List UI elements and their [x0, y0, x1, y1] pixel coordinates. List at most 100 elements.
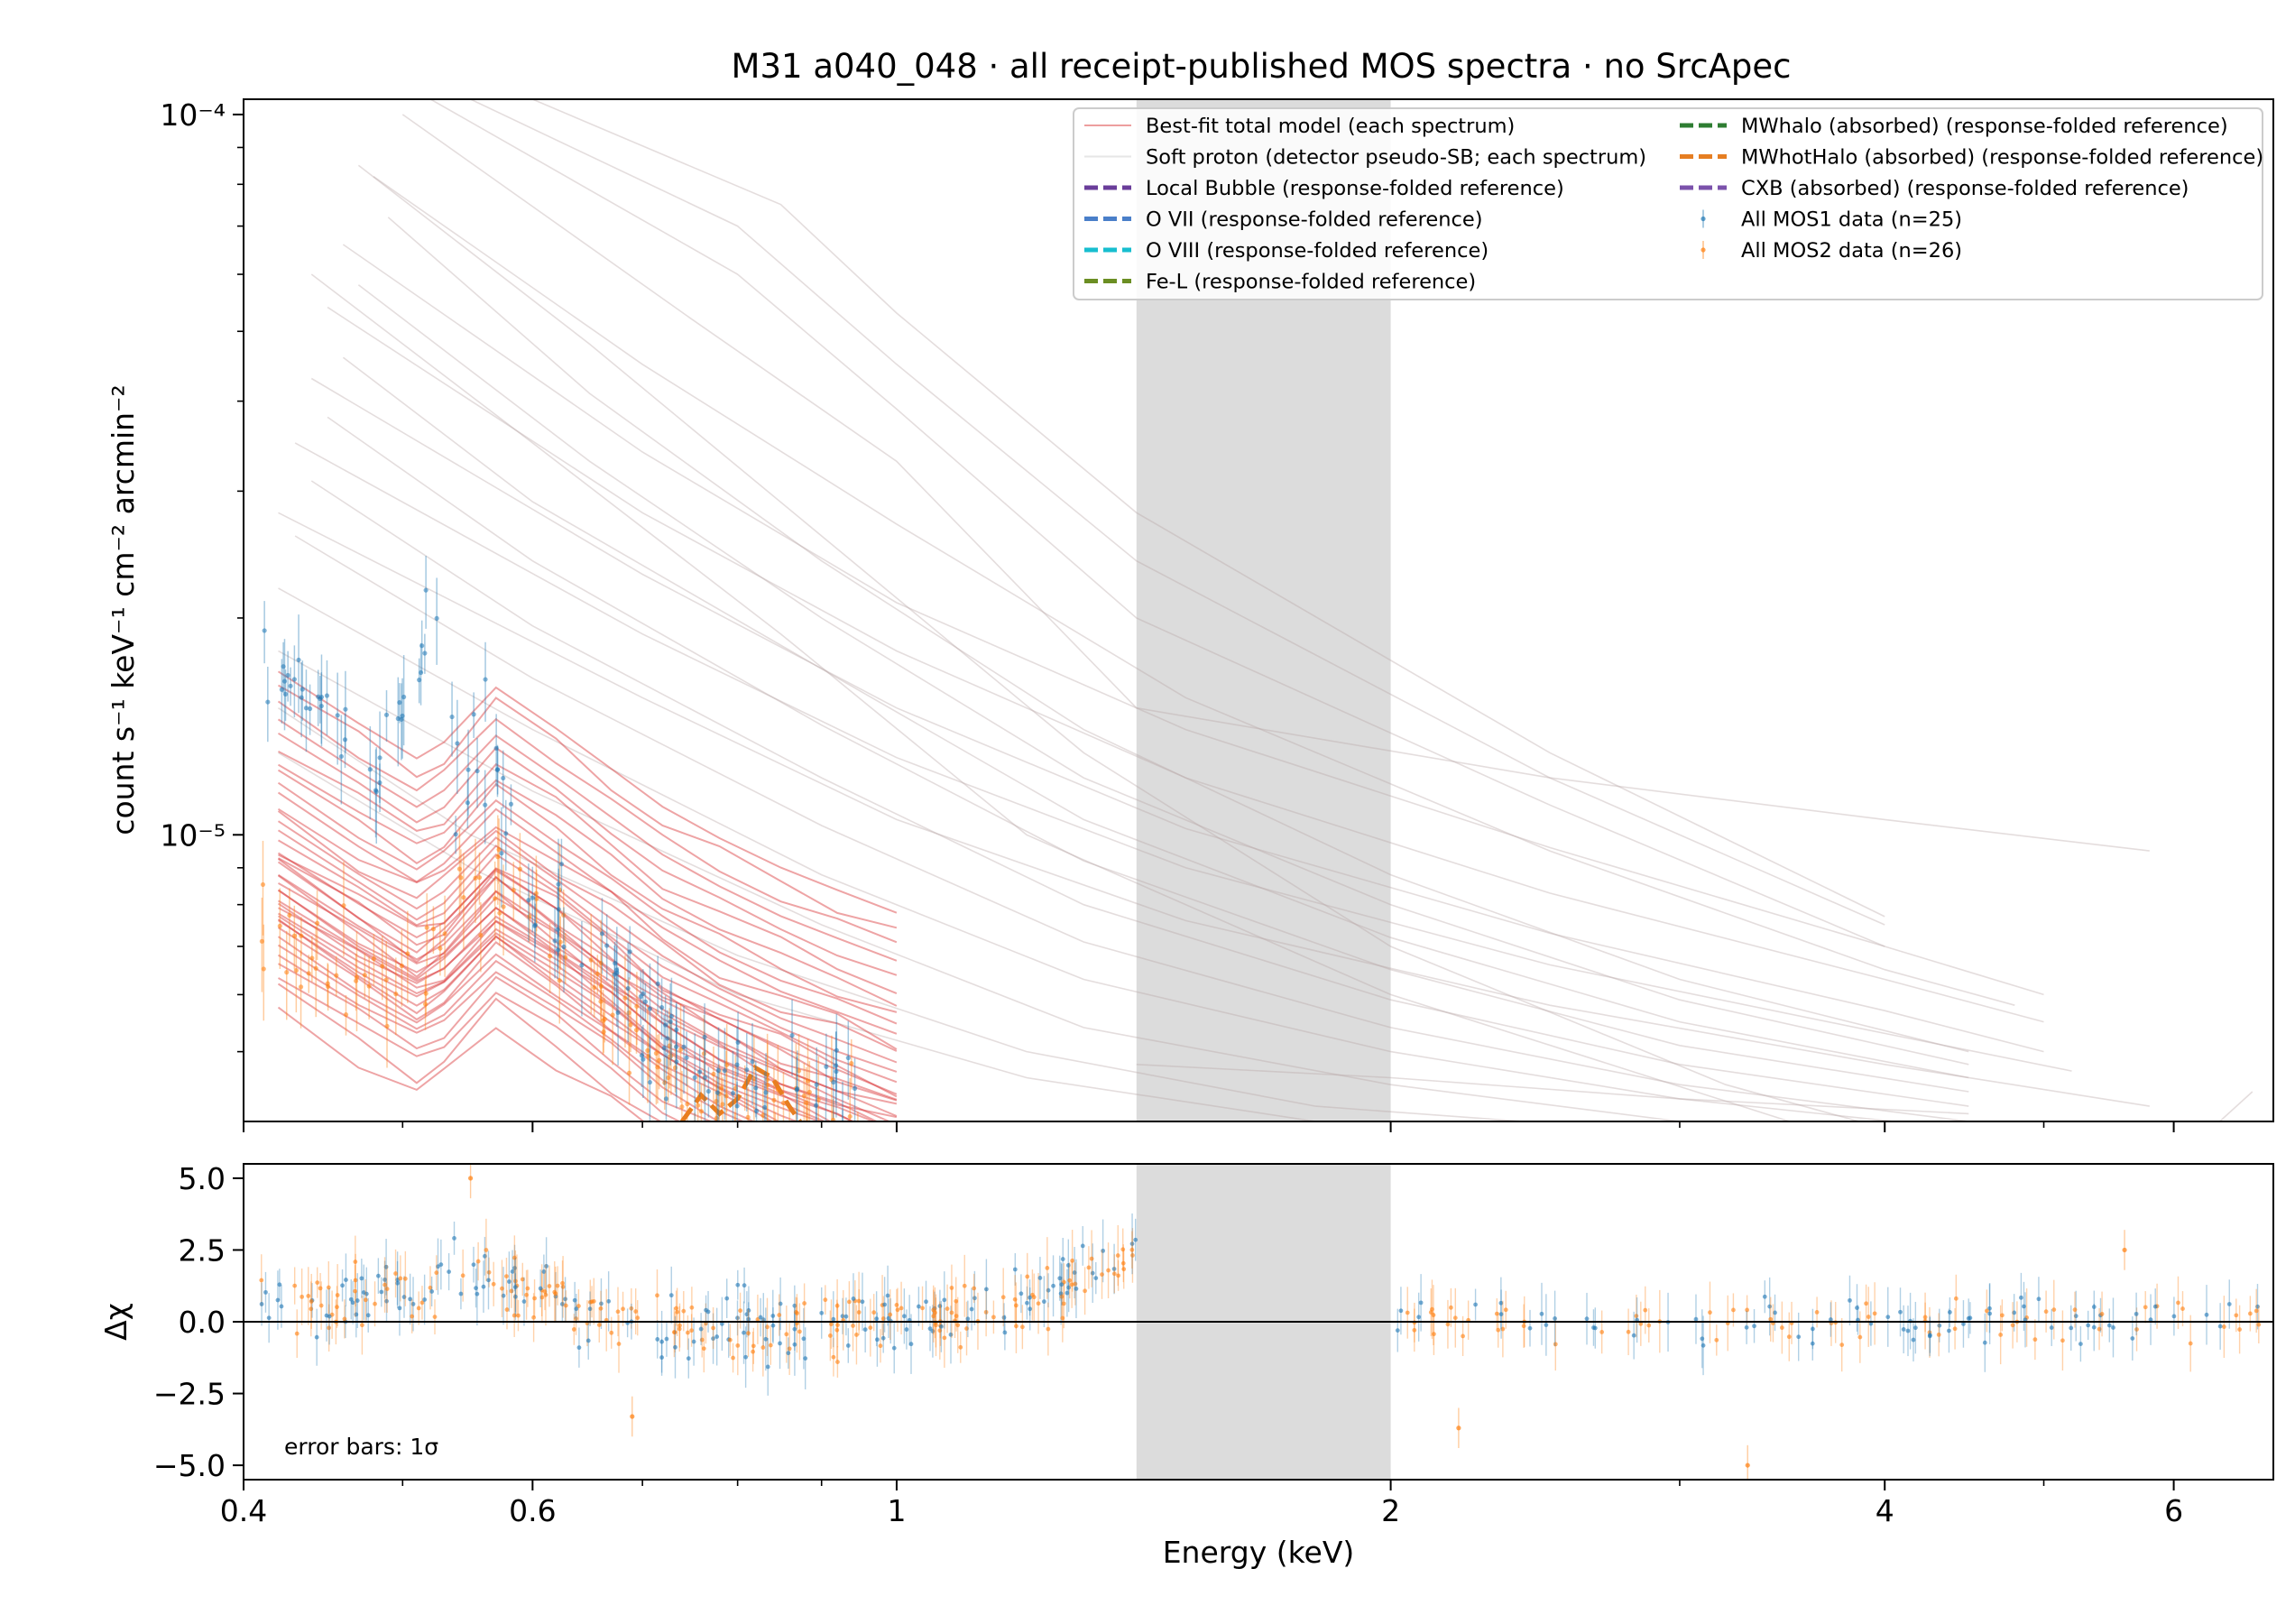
mos1-point — [556, 881, 561, 887]
mos1-point — [296, 657, 301, 663]
mos1-residual-point — [1002, 1330, 1008, 1335]
mos2-point — [634, 1003, 640, 1009]
mos1-point — [641, 991, 646, 997]
mos2-point — [438, 946, 443, 951]
mos1-point — [642, 999, 649, 1004]
outlier-point — [1456, 1426, 1461, 1431]
legend-label: Fe-L (response-folded reference) — [1146, 271, 1476, 294]
mos2-point — [698, 1109, 705, 1114]
legend-label: O VII (response-folded reference) — [1146, 208, 1482, 232]
mos1-point — [300, 687, 305, 692]
mos1-residual-point — [972, 1296, 977, 1301]
mos1-residual-point — [2134, 1311, 2139, 1316]
legend-entry-o7: O VII (response-folded reference) — [1084, 208, 1482, 232]
mos2-residual-point — [432, 1315, 438, 1320]
mos2-point — [801, 1093, 806, 1099]
mos1-residual-point — [1544, 1323, 1549, 1327]
mos1-residual-point — [458, 1291, 464, 1296]
mos2-point — [696, 1103, 701, 1108]
mos1-residual-point — [2086, 1323, 2091, 1328]
mos1-point — [530, 895, 535, 900]
mos1-residual-point — [719, 1321, 724, 1326]
mos2-residual-point — [675, 1309, 680, 1315]
mos2-residual-point — [689, 1328, 695, 1333]
mos2-residual-point — [402, 1276, 408, 1281]
mos1-residual-point — [1700, 1336, 1705, 1342]
mos2-residual-point — [486, 1269, 492, 1275]
best-fit-model-curve — [278, 854, 898, 1098]
mos2-residual-point — [1120, 1247, 1126, 1252]
mos1-residual-point — [1101, 1248, 1106, 1253]
soft-proton-curve — [278, 512, 2150, 1107]
mos2-point — [655, 1065, 660, 1070]
best-fit-model-curve — [277, 670, 898, 914]
soft-proton-curve — [531, 99, 1885, 918]
mos2-residual-point — [878, 1343, 883, 1349]
mos1-residual-point — [1767, 1304, 1773, 1309]
mos1-residual-point — [1111, 1267, 1117, 1271]
mos1-point — [604, 943, 610, 948]
mos1-point — [342, 737, 348, 743]
mos1-residual-point — [1018, 1291, 1024, 1296]
mos2-residual-point — [2176, 1300, 2180, 1306]
soft-proton-curve — [429, 99, 1885, 947]
mos2-point — [714, 1098, 719, 1104]
mos1-point — [483, 802, 488, 807]
mos2-residual-point — [1952, 1326, 1958, 1332]
mos1-residual-point — [447, 1269, 451, 1275]
outlier-point — [468, 1176, 474, 1181]
mos1-residual-point — [2073, 1314, 2078, 1319]
mos2-point — [594, 971, 600, 976]
mos1-residual-point — [924, 1299, 928, 1305]
mos2-point — [646, 1054, 651, 1059]
x-tick-label: 1 — [887, 1493, 906, 1528]
best-fit-model-curve — [278, 684, 898, 929]
mos2-point — [557, 978, 562, 983]
best-fit-model-curve — [277, 902, 855, 1121]
mos2-residual-point — [954, 1314, 959, 1319]
mos1-residual-point — [2012, 1310, 2017, 1315]
mos2-residual-point — [326, 1285, 331, 1290]
mos1-residual-point — [1074, 1287, 1079, 1291]
mwhothalo-reference-curve — [679, 1064, 803, 1121]
mos2-residual-point — [738, 1308, 743, 1314]
mos2-residual-point — [560, 1284, 566, 1289]
mos2-point — [742, 1084, 748, 1090]
mos1-point — [814, 1082, 819, 1087]
mos1-residual-point — [686, 1356, 691, 1361]
mos2-point — [380, 964, 385, 969]
mos1-residual-point — [486, 1278, 491, 1283]
mos2-residual-point — [2051, 1307, 2057, 1312]
mos2-residual-point — [555, 1283, 560, 1288]
soft-proton-curve — [278, 587, 1901, 1121]
best-fit-model-curve — [277, 944, 745, 1121]
soft-proton-curve — [294, 535, 1969, 1121]
mos2-point — [563, 955, 568, 960]
mos1-residual-point — [1012, 1267, 1018, 1272]
mos1-residual-point — [2049, 1325, 2054, 1330]
mos1-point — [434, 615, 439, 621]
mos1-point — [281, 678, 288, 684]
best-fit-model-curve — [277, 1006, 645, 1121]
mos2-point — [495, 854, 501, 860]
mos2-point — [796, 1068, 802, 1074]
mos2-residual-point — [373, 1301, 377, 1306]
mos2-point — [626, 1010, 631, 1016]
legend-entry-soft_proton: Soft proton (detector pseudo-SB; each sp… — [1084, 146, 1646, 170]
mos1-residual-point — [383, 1264, 389, 1269]
mos1-point — [655, 981, 660, 986]
mos1-point — [423, 587, 429, 593]
mos2-point — [601, 1029, 606, 1035]
mos2-point — [354, 978, 359, 983]
mos2-residual-point — [516, 1313, 521, 1318]
mos1-residual-point — [2091, 1324, 2097, 1330]
mos2-residual-point — [1500, 1326, 1506, 1332]
mos1-residual-point — [746, 1316, 751, 1322]
mos1-residual-point — [760, 1317, 766, 1323]
mos1-point — [730, 1091, 736, 1096]
mos1-residual-point — [474, 1286, 478, 1291]
mos1-point — [449, 714, 455, 720]
mos2-residual-point — [760, 1345, 766, 1350]
mos1-point — [561, 944, 567, 950]
mos1-residual-point — [2171, 1314, 2177, 1319]
